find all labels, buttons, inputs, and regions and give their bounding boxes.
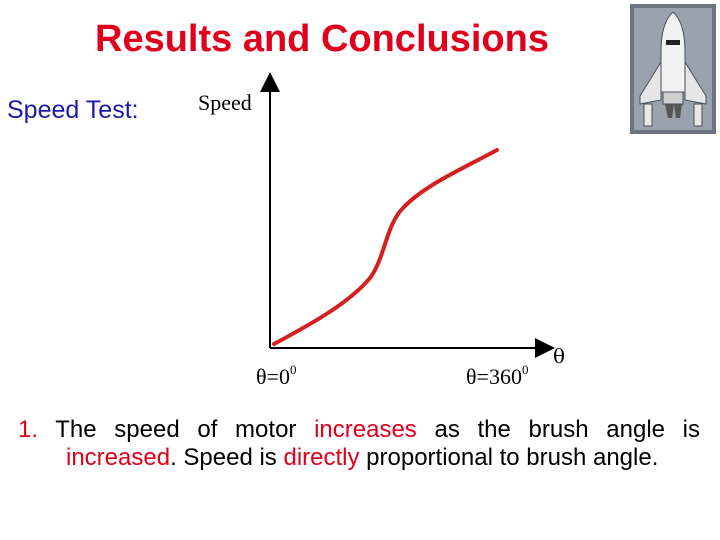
space-shuttle-icon (630, 4, 716, 134)
x-axis-label: θ (553, 344, 566, 368)
speed-curve (272, 148, 499, 346)
highlight-directly: directly (283, 444, 360, 471)
highlight-increases: increases (314, 416, 417, 443)
y-axis-label: Speed (198, 90, 252, 115)
speed-test-label: Speed Test: (7, 96, 139, 124)
x-tick-start: θ=00 (256, 362, 297, 389)
x-tick-end: θ=3600 (466, 362, 529, 389)
slide-title: Results and Conclusions (95, 18, 549, 60)
speed-angle-chart (260, 72, 555, 358)
highlight-increased: increased (66, 444, 171, 471)
conclusion-text: 1. The speed of motor increases as the b… (18, 416, 701, 471)
conclusion-number: 1. (18, 416, 39, 443)
